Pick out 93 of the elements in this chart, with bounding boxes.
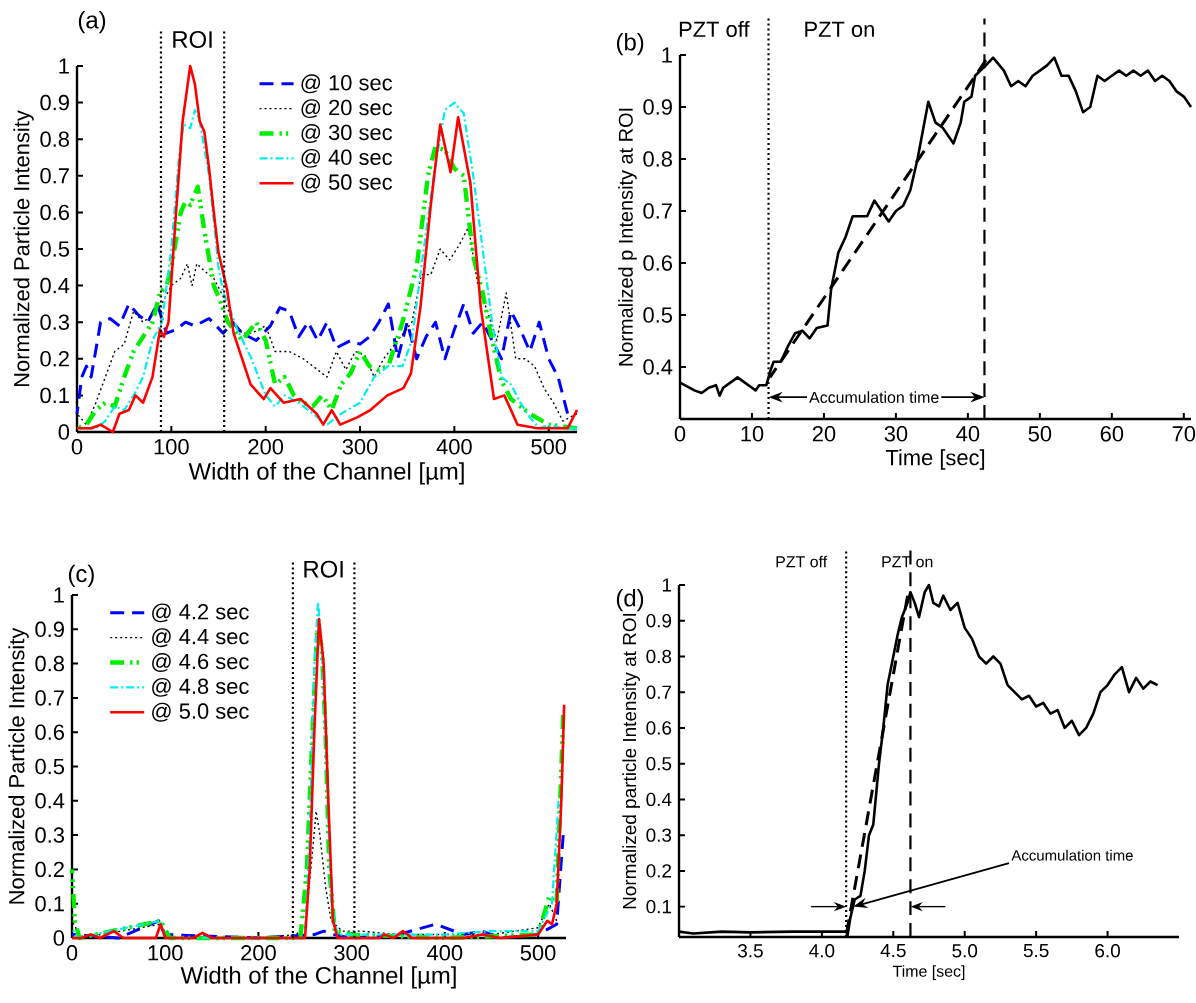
x-tick-label: 5.0 [952, 944, 978, 958]
text: PZT off [679, 20, 750, 38]
y-tick-label: 0.8 [35, 655, 64, 672]
chart-title: (c) [68, 564, 94, 587]
y-tick-label: 0.8 [646, 649, 672, 664]
y-tick-label: 1 [54, 587, 64, 603]
y-tick-label: 0.4 [40, 277, 70, 294]
x-tick-label: 400 [427, 945, 463, 961]
chart-title: (d) [616, 589, 644, 612]
x-tick-label: 30 [884, 426, 908, 442]
x-tick-label: 400 [436, 439, 472, 455]
y-tick-label: 0.7 [35, 690, 64, 706]
text: PZT on [882, 556, 933, 568]
legend-label: @ 10 sec [301, 74, 393, 94]
y-axis-title: Normalized p Intensity at ROI [618, 108, 637, 366]
y-tick-label: 0.8 [40, 131, 69, 147]
legend-label: @ 5.0 sec [152, 702, 249, 722]
x-tick-label: 500 [520, 945, 556, 961]
x-tick-label: 4.0 [809, 944, 835, 958]
y-tick-label: 1 [662, 578, 672, 592]
x-tick-label: 200 [248, 439, 284, 455]
y-tick-label: 0.3 [646, 828, 672, 842]
x-tick-label: 6.0 [1095, 944, 1120, 958]
y-tick-label: 0.6 [35, 724, 64, 740]
y-axis-title: Normalized particle Intensity at ROI [622, 613, 640, 909]
x-tick-label: 60 [1100, 426, 1124, 442]
x-tick-label: 50 [1028, 426, 1052, 442]
legend-label: @ 20 sec [301, 99, 393, 119]
y-tick-label: 0.1 [40, 387, 69, 404]
y-tick-label: 0.5 [646, 756, 672, 771]
y-tick-label: 0.2 [646, 864, 672, 878]
y-tick-label: 0.7 [643, 203, 672, 219]
x-axis-title: Width of the Channel [µm] [180, 966, 456, 989]
y-tick-label: 0.9 [35, 621, 64, 638]
y-tick-label: 0.3 [35, 827, 64, 843]
y-tick-label: 0.7 [40, 168, 69, 184]
chart-title: (b) [616, 32, 644, 56]
x-tick-label: 0 [71, 439, 83, 455]
annotation: Accumulation time [1011, 849, 1133, 861]
x-tick-label: 500 [531, 439, 567, 455]
y-tick-label: 0.4 [35, 793, 65, 809]
x-tick-label: 100 [148, 945, 183, 961]
x-tick-label: 70 [1172, 426, 1196, 442]
x-tick-label: 5.5 [1023, 944, 1049, 958]
legend-label: @ 50 sec [301, 173, 393, 193]
text: ROI [173, 31, 212, 48]
x-axis-title: Time [sec] [892, 965, 965, 981]
y-tick-label: 0.4 [643, 359, 673, 375]
y-tick-label: 0.6 [40, 204, 69, 221]
y-tick-label: 0.5 [40, 241, 70, 257]
x-tick-label: 4.5 [880, 944, 906, 958]
y-tick-label: 0.9 [40, 94, 69, 111]
y-tick-label: 0.9 [643, 99, 672, 115]
x-axis-title: Time [sec] [885, 449, 985, 470]
x-tick-label: 40 [956, 426, 980, 442]
y-axis-title: Normalized Particle Intensity [8, 627, 29, 904]
x-tick-label: 200 [241, 945, 276, 961]
text: ROI [304, 560, 343, 578]
y-tick-label: 0.4 [646, 792, 672, 807]
y-tick-label: 0 [53, 930, 65, 946]
legend-label: @ 4.6 sec [152, 653, 249, 672]
y-tick-label: 0.8 [643, 151, 672, 167]
y-tick-label: 0.2 [40, 351, 69, 367]
text: PZT off [776, 555, 828, 568]
chart-title: (a) [78, 10, 106, 34]
legend-label: @ 4.4 sec [152, 628, 249, 648]
y-tick-label: 0.3 [40, 314, 69, 330]
x-tick-label: 300 [342, 439, 378, 455]
legend-label: @ 4.8 sec [152, 677, 249, 697]
x-tick-label: 20 [812, 426, 836, 442]
y-tick-label: 0.6 [643, 255, 672, 271]
y-tick-label: 0.6 [646, 721, 672, 735]
legend-label: @ 40 sec [301, 148, 393, 168]
x-tick-label: 10 [741, 426, 764, 442]
y-tick-label: 1 [662, 47, 672, 63]
legend-label: @ 30 sec [301, 124, 393, 143]
y-tick-label: 0.9 [646, 614, 672, 628]
y-tick-label: 0.5 [35, 758, 65, 775]
text: PZT on [805, 21, 874, 38]
x-tick-label: 0 [674, 426, 686, 442]
x-axis-title: Width of the Channel [µm] [188, 462, 464, 485]
y-tick-label: 0.2 [35, 861, 64, 878]
y-tick-label: 0.1 [646, 899, 672, 914]
y-tick-label: 1 [59, 58, 69, 74]
legend-label: @ 4.2 sec [152, 603, 249, 623]
annotation: Accumulation time [809, 391, 939, 404]
y-tick-label: 0.1 [35, 895, 64, 912]
y-tick-label: 0.7 [646, 685, 672, 699]
x-tick-label: 300 [334, 945, 370, 961]
x-tick-label: 100 [154, 439, 189, 455]
y-axis-title: Normalized Particle Intensity [13, 110, 34, 387]
y-tick-label: 0.5 [643, 307, 673, 323]
x-tick-label: 3.5 [738, 944, 763, 958]
